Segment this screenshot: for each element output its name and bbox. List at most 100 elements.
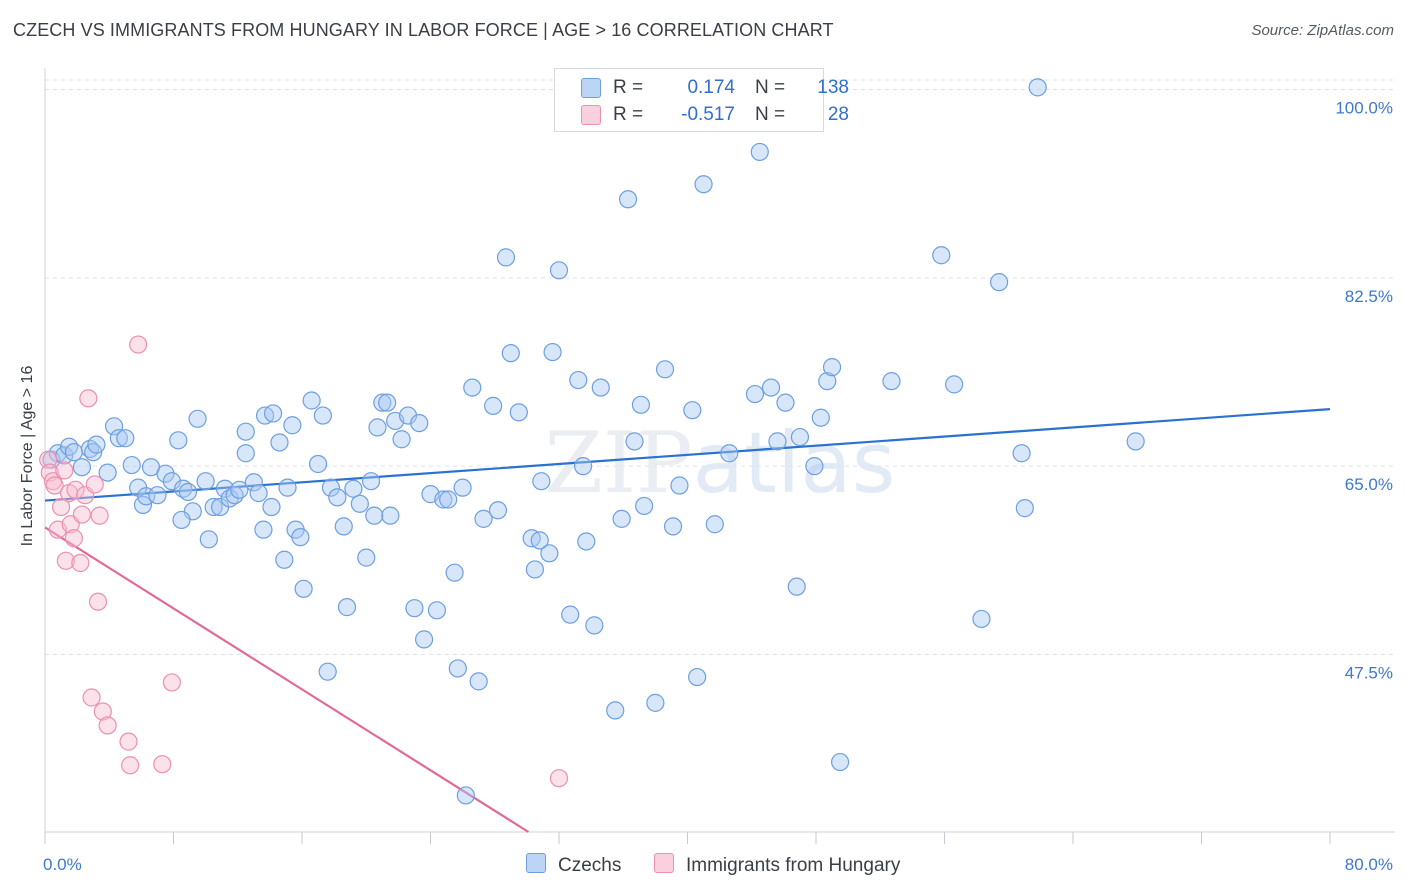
legend-label-czechs: Czechs <box>558 855 622 876</box>
czech-point <box>972 609 991 629</box>
y-tick-label: 82.5% <box>1345 287 1393 306</box>
czech-point <box>109 429 128 448</box>
czech-point <box>631 395 651 414</box>
r-value: -0.517 <box>681 104 735 125</box>
czech-point <box>169 431 188 450</box>
czech-point <box>225 486 244 505</box>
czech-point <box>204 497 223 517</box>
czech-point <box>456 786 475 805</box>
axes <box>44 68 1395 844</box>
hungary-point <box>56 551 75 570</box>
legend-swatch-czechs <box>581 78 601 98</box>
hungary-point <box>55 461 74 480</box>
hungary-point <box>66 480 85 499</box>
czech-point <box>405 599 424 618</box>
czech-point <box>244 473 263 492</box>
czech-point <box>670 476 689 495</box>
czech-point <box>776 393 795 412</box>
czech-point <box>116 429 135 448</box>
czech-point <box>750 142 769 162</box>
hungary-point <box>85 475 104 494</box>
czech-point <box>618 190 638 209</box>
czech-point <box>1028 78 1047 97</box>
czech-point <box>787 577 806 596</box>
hungary-point <box>64 529 84 548</box>
czech-point <box>262 497 281 517</box>
hungary-point <box>82 688 101 707</box>
czech-point <box>606 701 625 720</box>
czech-point <box>378 393 397 412</box>
czech-point <box>334 517 353 536</box>
czech-point <box>463 378 482 397</box>
czech-point <box>525 560 545 579</box>
hungary-point <box>129 335 148 354</box>
czech-point <box>830 752 850 772</box>
czech-point <box>683 401 702 420</box>
czech-point <box>172 510 191 530</box>
czech-point <box>275 550 294 569</box>
czech-point <box>230 480 249 499</box>
source-label: Source: ZipAtlas.com <box>1251 22 1394 39</box>
czech-point <box>745 384 765 404</box>
czech-point <box>249 483 268 503</box>
czech-point <box>174 479 193 498</box>
bottom-legend-czechs: Czechs <box>526 853 621 877</box>
czech-point <box>278 478 297 497</box>
czech-point <box>236 444 255 463</box>
czech-point <box>283 416 302 435</box>
czech-point <box>294 579 313 598</box>
czech-point <box>453 478 472 497</box>
czech-point <box>688 667 707 687</box>
czech-point <box>591 378 610 397</box>
czech-point <box>321 478 341 497</box>
czech-point <box>439 490 458 509</box>
hungary-point <box>71 553 90 573</box>
czech-point <box>122 455 141 475</box>
czech-point <box>313 406 332 425</box>
y-tick-label: 65.0% <box>1345 475 1393 494</box>
czech-point <box>882 372 901 391</box>
czech-point <box>469 672 488 691</box>
czech-point <box>585 616 604 635</box>
czech-point <box>254 520 273 539</box>
r-value: 0.174 <box>687 77 735 98</box>
czech-point <box>945 375 964 394</box>
czech-point <box>540 544 559 563</box>
czech-point <box>328 488 347 507</box>
hungary-point <box>98 716 117 735</box>
czech-point <box>694 175 713 194</box>
czech-point <box>509 403 528 422</box>
czech-point <box>72 458 92 477</box>
czech-point <box>655 360 675 379</box>
czech-point <box>811 408 830 427</box>
czech-point <box>445 563 464 582</box>
x-tick-label: 80.0% <box>1345 855 1393 874</box>
czech-point <box>357 548 376 567</box>
czech-point <box>448 659 467 678</box>
czech-point <box>577 532 596 551</box>
czech-point <box>768 432 787 451</box>
czech-point <box>365 506 384 525</box>
czech-point <box>318 662 337 681</box>
czech-point <box>270 433 289 452</box>
czech-point <box>98 463 117 482</box>
czech-point <box>414 630 434 649</box>
data-points <box>39 78 1145 805</box>
hungary-point <box>45 476 64 495</box>
czech-point <box>805 457 824 476</box>
czech-point <box>291 528 310 547</box>
hungary-trend-line <box>44 526 530 833</box>
legend-swatch-czechs <box>526 853 546 873</box>
czech-point <box>196 472 215 491</box>
y-tick-label: 47.5% <box>1345 663 1393 682</box>
hungary-point <box>119 732 138 751</box>
czech-point <box>59 437 79 456</box>
czech-point <box>381 506 400 525</box>
czech-point <box>543 342 562 362</box>
hungary-point <box>88 592 108 611</box>
hungary-point <box>79 389 98 408</box>
czech-point <box>488 501 508 520</box>
n-label: N = <box>755 77 786 98</box>
czech-point <box>302 391 321 410</box>
